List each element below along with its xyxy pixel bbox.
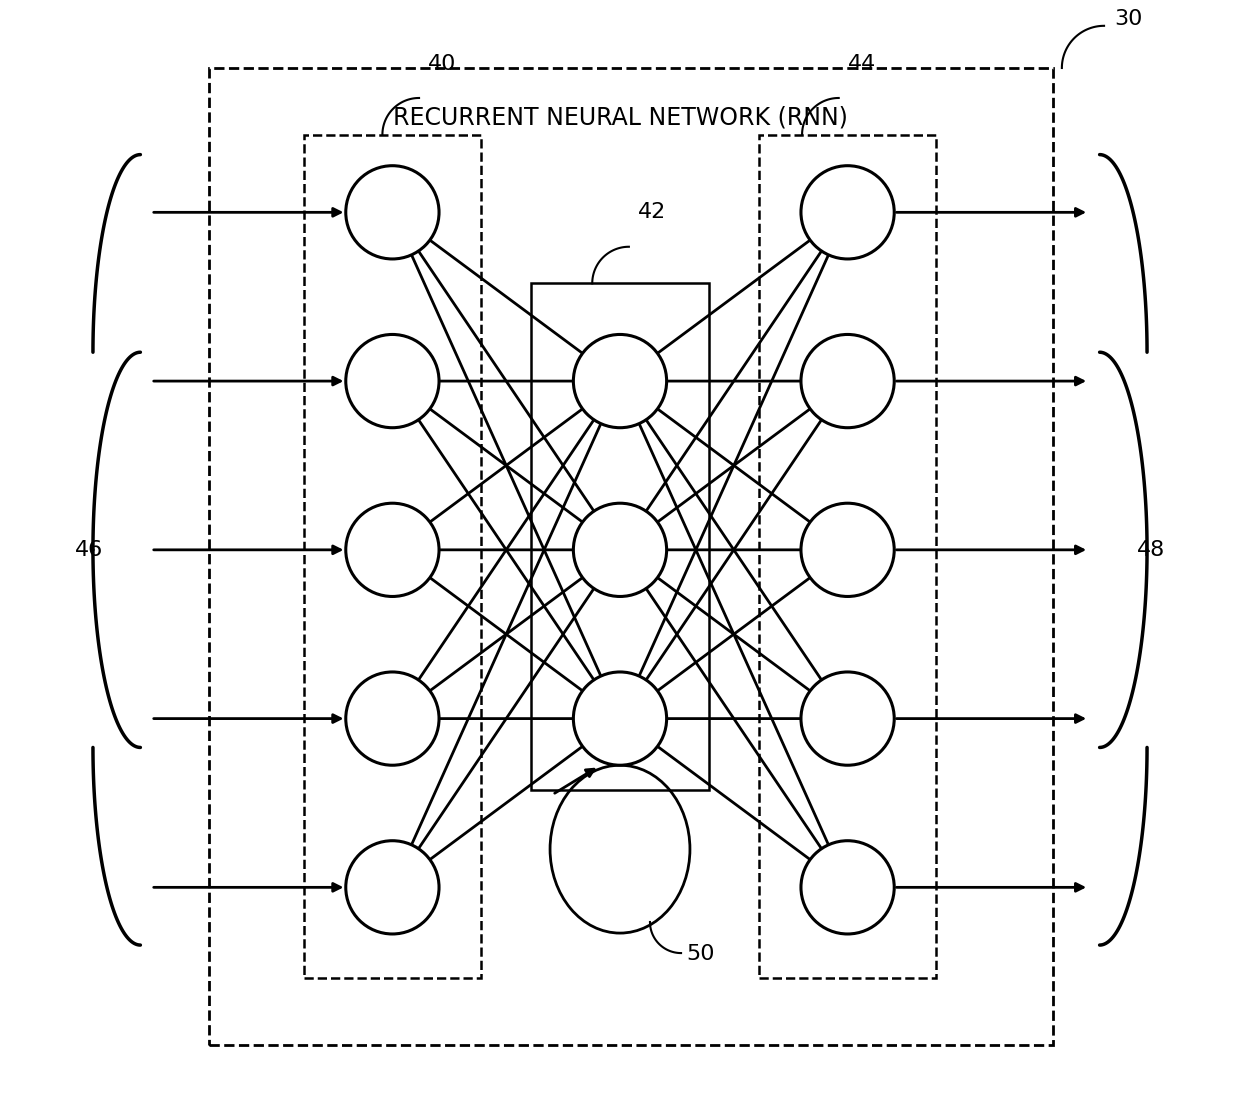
Circle shape xyxy=(346,840,439,934)
Circle shape xyxy=(801,334,894,427)
Text: 42: 42 xyxy=(637,203,666,223)
Circle shape xyxy=(346,672,439,766)
Bar xyxy=(210,68,1053,1045)
Circle shape xyxy=(801,503,894,597)
Circle shape xyxy=(346,503,439,597)
Text: 48: 48 xyxy=(1137,540,1164,560)
Text: 30: 30 xyxy=(1114,9,1142,29)
Circle shape xyxy=(573,503,667,597)
Text: 50: 50 xyxy=(687,944,715,964)
Text: 44: 44 xyxy=(848,53,875,73)
Circle shape xyxy=(573,334,667,427)
Circle shape xyxy=(346,334,439,427)
Bar xyxy=(531,284,709,789)
Circle shape xyxy=(801,840,894,934)
Circle shape xyxy=(801,672,894,766)
Text: 46: 46 xyxy=(76,540,103,560)
Bar xyxy=(759,135,936,978)
Circle shape xyxy=(573,672,667,766)
Circle shape xyxy=(346,166,439,259)
Text: RECURRENT NEURAL NETWORK (RNN): RECURRENT NEURAL NETWORK (RNN) xyxy=(393,106,847,130)
Circle shape xyxy=(801,166,894,259)
Text: 40: 40 xyxy=(428,53,456,73)
Bar xyxy=(304,135,481,978)
